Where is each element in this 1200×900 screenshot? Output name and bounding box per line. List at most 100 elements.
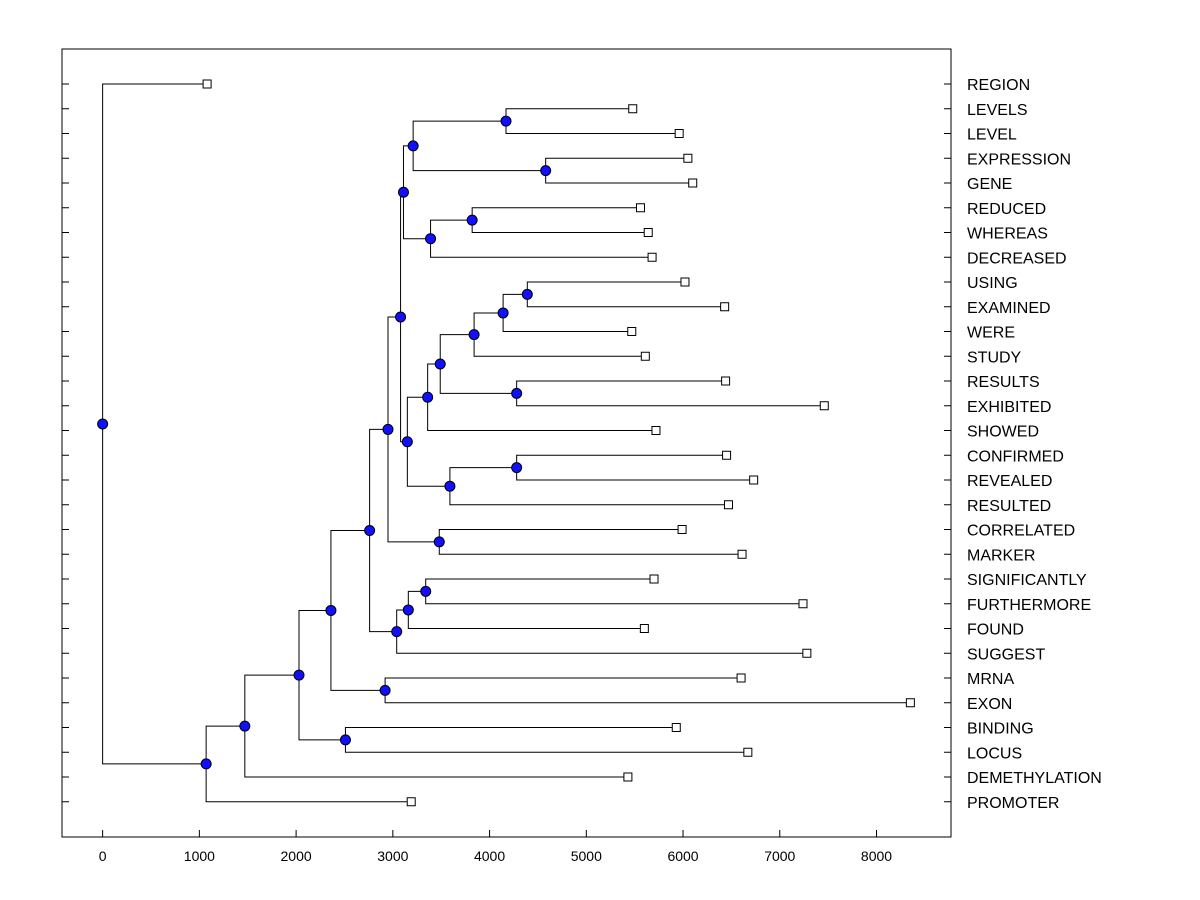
merge-node bbox=[425, 233, 437, 245]
merge-node bbox=[293, 669, 305, 681]
leaf-marker bbox=[721, 376, 731, 386]
leaf-label: DEMETHYLATION bbox=[967, 770, 1102, 787]
branch-n27 bbox=[244, 674, 628, 778]
merge-node bbox=[511, 462, 523, 474]
x-tick-label: 5000 bbox=[571, 848, 602, 864]
leaf-marker bbox=[722, 450, 732, 460]
branch-n24 bbox=[330, 530, 386, 691]
leaf-marker bbox=[736, 673, 746, 683]
leaf-label: SUGGEST bbox=[967, 646, 1045, 663]
merge-node bbox=[497, 307, 509, 319]
leaf-marker bbox=[688, 178, 698, 188]
x-tick-label: 3000 bbox=[377, 848, 408, 864]
branch-n11 bbox=[439, 334, 517, 394]
leaf-marker bbox=[651, 426, 661, 435]
branch-n15 bbox=[406, 396, 450, 487]
leaf-marker bbox=[680, 277, 690, 287]
leaf-label: EXAMINED bbox=[967, 300, 1051, 317]
x-tick-label: 0 bbox=[99, 848, 107, 864]
y-ticks bbox=[62, 83, 951, 803]
leaf-marker bbox=[640, 351, 650, 361]
leaf-marker bbox=[649, 574, 659, 584]
merge-node bbox=[466, 214, 478, 226]
branch-lines bbox=[102, 83, 911, 803]
merge-node bbox=[444, 480, 456, 492]
leaf-marker bbox=[406, 797, 416, 807]
merge-node bbox=[521, 288, 533, 300]
merge-node bbox=[420, 585, 432, 597]
x-tick-label: 4000 bbox=[474, 848, 505, 864]
branch-n7 bbox=[526, 281, 725, 308]
leaf-label: FOUND bbox=[967, 622, 1024, 639]
leaf-marker bbox=[674, 129, 684, 138]
leaf-marker bbox=[639, 624, 649, 633]
x-tick-label: 8000 bbox=[861, 848, 892, 864]
branch-n10 bbox=[516, 380, 825, 407]
leaf-label: DECREASED bbox=[967, 250, 1067, 267]
merge-node bbox=[433, 536, 445, 548]
merge-node bbox=[511, 387, 523, 399]
leaf-label: PROMOTER bbox=[967, 795, 1059, 812]
leaf-label: BINDING bbox=[967, 721, 1034, 738]
leaf-marker bbox=[819, 401, 829, 411]
leaf-label: LOCUS bbox=[967, 745, 1022, 762]
leaf-label: SIGNIFICANTLY bbox=[967, 572, 1087, 589]
leaf-label: EXHIBITED bbox=[967, 399, 1051, 416]
leaf-marker bbox=[202, 79, 212, 89]
merge-node bbox=[401, 436, 413, 448]
leaf-label: RESULTED bbox=[967, 498, 1051, 515]
branch-n29 bbox=[102, 83, 208, 765]
leaf-label: LEVELS bbox=[967, 102, 1027, 119]
merge-node bbox=[402, 604, 414, 616]
branch-n3 bbox=[412, 120, 546, 172]
leaf-marker bbox=[798, 599, 808, 609]
branch-n26 bbox=[298, 609, 346, 741]
plot-frame bbox=[61, 48, 952, 838]
branch-n18 bbox=[387, 316, 440, 543]
branch-n28 bbox=[205, 725, 412, 803]
leaf-label: REGION bbox=[967, 77, 1030, 94]
branch-n23 bbox=[384, 677, 911, 704]
branch-n20 bbox=[407, 590, 645, 629]
branch-n4 bbox=[471, 207, 649, 233]
merge-node bbox=[382, 423, 394, 435]
leaf-label: GENE bbox=[967, 176, 1012, 193]
leaf-label: FURTHERMORE bbox=[967, 597, 1091, 614]
leaf-label: WHEREAS bbox=[967, 226, 1048, 243]
leaf-label: USING bbox=[967, 275, 1018, 292]
leaf-marker bbox=[683, 153, 693, 163]
x-tick-label: 1000 bbox=[184, 848, 215, 864]
branch-n13 bbox=[516, 454, 754, 481]
leaf-marker bbox=[905, 698, 915, 708]
leaf-marker bbox=[623, 772, 633, 782]
merge-node bbox=[391, 626, 403, 638]
merge-node bbox=[397, 186, 409, 198]
merge-node bbox=[407, 140, 419, 152]
leaf-marker bbox=[635, 203, 645, 213]
leaf-label: EXON bbox=[967, 696, 1012, 713]
leaf-marker bbox=[743, 747, 753, 757]
merge-node bbox=[500, 115, 512, 127]
branch-n25 bbox=[344, 727, 748, 753]
leaf-marker bbox=[720, 302, 730, 312]
branch-n5 bbox=[430, 219, 653, 258]
leaf-label: WERE bbox=[967, 325, 1015, 342]
x-tick-label: 7000 bbox=[764, 848, 795, 864]
leaf-label: CONFIRMED bbox=[967, 448, 1064, 465]
leaf-label: MRNA bbox=[967, 671, 1014, 688]
branch-n17 bbox=[438, 529, 743, 555]
leaf-label: REVEALED bbox=[967, 473, 1052, 490]
leaf-label: EXPRESSION bbox=[967, 151, 1071, 168]
branch-n1 bbox=[505, 108, 680, 134]
x-axis: 0 1000 2000 3000 4000 5000 6000 7000 8000 bbox=[99, 830, 892, 864]
leaf-marker bbox=[749, 475, 759, 485]
leaf-marker bbox=[724, 500, 734, 510]
leaf-label: MARKER bbox=[967, 547, 1035, 564]
merge-node bbox=[434, 358, 446, 370]
leaf-marker bbox=[628, 104, 638, 114]
leaf-marker bbox=[671, 723, 681, 732]
merge-node bbox=[200, 758, 212, 770]
merge-node bbox=[395, 311, 407, 323]
branch-n12 bbox=[427, 363, 656, 431]
merge-node bbox=[325, 604, 337, 616]
